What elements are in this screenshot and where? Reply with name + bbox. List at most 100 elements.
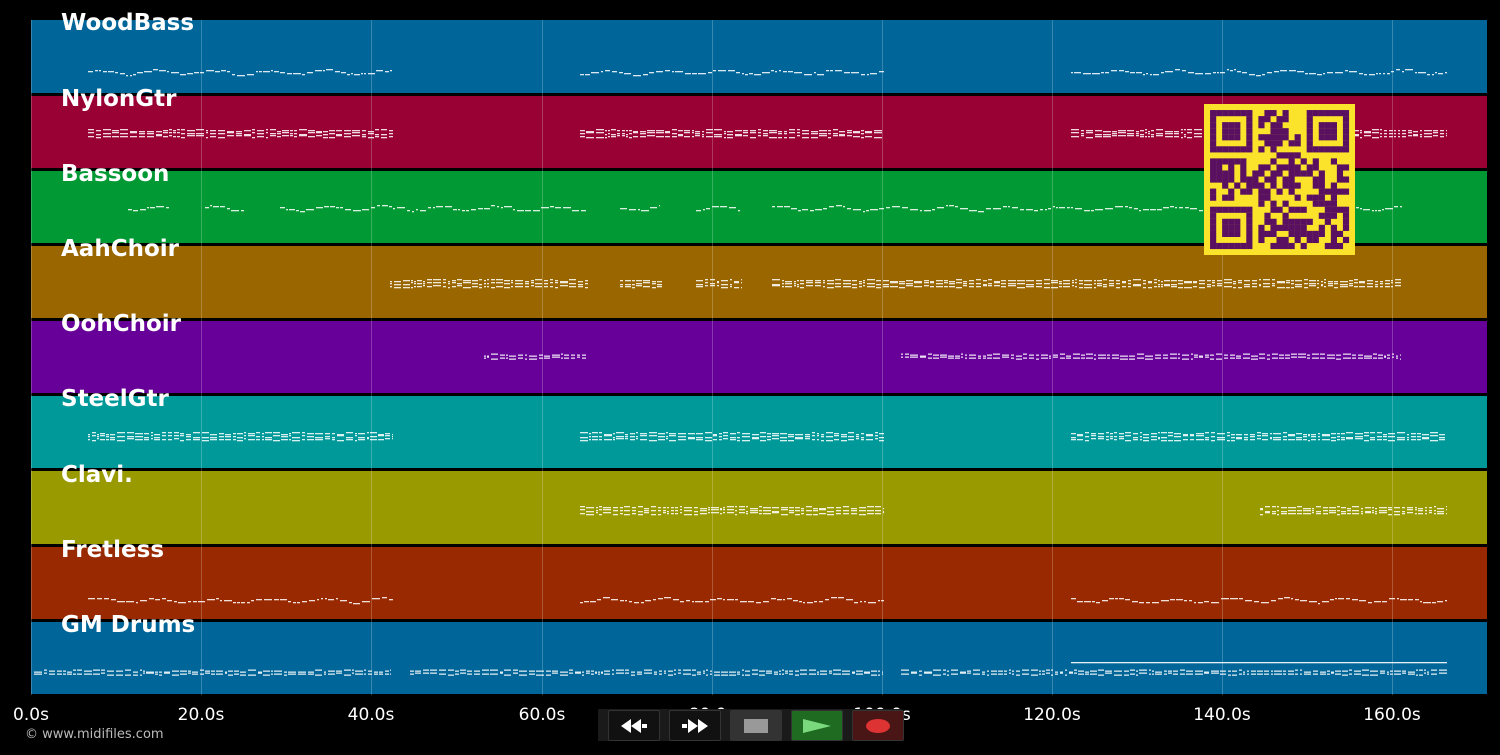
qr-module — [1288, 170, 1295, 177]
qr-module — [1234, 122, 1241, 129]
play-icon — [803, 718, 831, 733]
qr-module — [1276, 128, 1283, 135]
qr-module — [1216, 158, 1223, 165]
qr-module — [1210, 128, 1217, 135]
qr-module — [1330, 110, 1338, 117]
qr-module — [1222, 230, 1229, 238]
qr-module — [1324, 128, 1331, 135]
qr-module — [1216, 170, 1223, 177]
qr-module — [1240, 188, 1247, 195]
qr-module — [1264, 194, 1271, 201]
qr-module — [1294, 206, 1301, 213]
play-button[interactable] — [791, 710, 843, 741]
qr-module — [1282, 110, 1289, 117]
qr-module — [1342, 146, 1350, 153]
qr-module — [1234, 110, 1241, 117]
qr-module — [1282, 164, 1289, 171]
gridline — [201, 20, 202, 695]
qr-module — [1246, 146, 1253, 153]
track-label-clavi: Clavi. — [61, 462, 133, 488]
qr-module — [1276, 242, 1283, 250]
qr-module — [1210, 188, 1217, 195]
rewind-button[interactable] — [608, 710, 660, 741]
qr-module — [1234, 182, 1241, 189]
qr-module — [1276, 224, 1283, 231]
qr-module — [1282, 176, 1289, 183]
qr-module — [1306, 140, 1313, 147]
qr-module — [1342, 164, 1350, 171]
qr-module — [1270, 200, 1277, 207]
fast-forward-button[interactable] — [669, 710, 721, 741]
qr-module — [1276, 164, 1283, 171]
qr-module — [1258, 230, 1265, 238]
gridline — [882, 20, 883, 695]
qr-module — [1282, 116, 1289, 123]
qr-module — [1210, 230, 1217, 238]
qr-module — [1342, 176, 1350, 183]
qr-module — [1276, 116, 1283, 123]
qr-module — [1276, 140, 1283, 147]
qr-module — [1210, 122, 1217, 129]
stop-button[interactable] — [730, 710, 782, 741]
stop-icon — [744, 718, 768, 733]
qr-module — [1294, 170, 1301, 177]
qr-module — [1288, 206, 1295, 213]
qr-module — [1294, 230, 1301, 238]
qr-module — [1318, 194, 1325, 201]
qr-module — [1300, 242, 1307, 250]
qr-module — [1288, 164, 1295, 171]
qr-module — [1276, 188, 1283, 195]
qr-module — [1300, 158, 1307, 165]
qr-module — [1216, 242, 1223, 250]
qr-module — [1252, 176, 1259, 183]
qr-module — [1342, 134, 1350, 141]
qr-module — [1306, 122, 1313, 129]
qr-module — [1246, 182, 1253, 189]
qr-module — [1282, 128, 1289, 135]
record-button[interactable] — [852, 710, 904, 741]
qr-module — [1318, 134, 1325, 141]
qr-module — [1264, 140, 1271, 147]
qr-module — [1318, 188, 1325, 195]
qr-module — [1342, 188, 1350, 195]
qr-module — [1336, 230, 1344, 238]
qr-module — [1222, 146, 1229, 153]
qr-module — [1282, 212, 1289, 219]
qr-module — [1210, 158, 1217, 165]
qr-module — [1288, 182, 1295, 189]
qr-module — [1222, 122, 1229, 129]
qr-module — [1324, 212, 1331, 219]
qr-module — [1330, 158, 1338, 165]
qr-module — [1246, 188, 1253, 195]
qr-module — [1282, 134, 1289, 141]
qr-module — [1300, 170, 1307, 177]
qr-module — [1228, 110, 1235, 117]
qr-module — [1270, 128, 1277, 135]
qr-module — [1228, 158, 1235, 165]
qr-module — [1270, 218, 1277, 225]
qr-module — [1294, 134, 1301, 141]
qr-module — [1306, 230, 1313, 238]
qr-module — [1318, 230, 1325, 238]
qr-module — [1234, 230, 1241, 238]
qr-module — [1312, 230, 1319, 238]
qr-module — [1312, 164, 1319, 171]
qr-module — [1336, 206, 1344, 213]
qr-module — [1306, 218, 1313, 225]
qr-module — [1306, 128, 1313, 135]
qr-module — [1282, 182, 1289, 189]
qr-module — [1270, 146, 1277, 153]
qr-module — [1312, 158, 1319, 165]
qr-module — [1312, 182, 1319, 189]
qr-module — [1234, 218, 1241, 225]
qr-module — [1330, 194, 1338, 201]
qr-module — [1228, 218, 1235, 225]
record-icon — [866, 718, 890, 733]
qr-module — [1342, 116, 1350, 123]
qr-module — [1288, 140, 1295, 147]
fast-forward-icon — [682, 718, 708, 733]
qr-module — [1210, 242, 1217, 250]
qr-module — [1294, 140, 1301, 147]
qr-module — [1228, 176, 1235, 183]
qr-module — [1270, 182, 1277, 189]
